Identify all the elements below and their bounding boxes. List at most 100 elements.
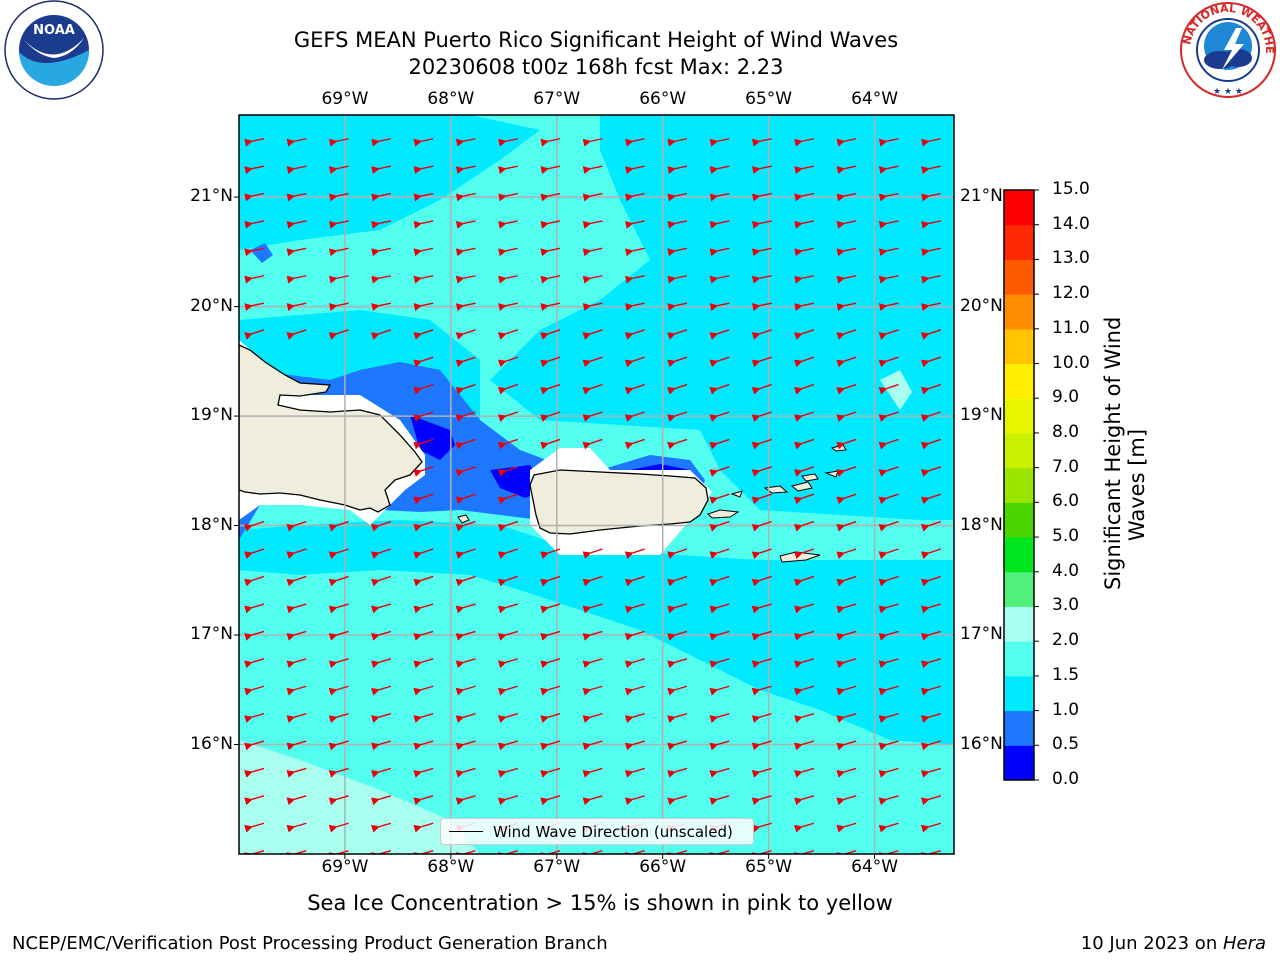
map-frame <box>238 114 955 855</box>
wind-wave-arrow <box>751 466 772 477</box>
wind-wave-arrow <box>497 520 519 532</box>
wind-wave-arrow <box>624 575 645 587</box>
wind-wave-arrow <box>286 603 307 614</box>
wind-wave-arrow <box>455 712 476 723</box>
wind-wave-arrow <box>413 383 434 395</box>
wind-wave-arrow <box>328 329 349 340</box>
wind-wave-arrow <box>328 740 349 751</box>
colorbar-tick-label: 7.0 <box>1052 456 1080 477</box>
wind-wave-arrow <box>794 220 815 229</box>
wind-wave-arrow <box>371 740 392 751</box>
wind-wave-arrow <box>497 740 518 751</box>
wind-wave-arrow <box>751 712 772 723</box>
wind-wave-arrow <box>498 138 518 147</box>
wind-wave-arrow <box>793 383 815 395</box>
wind-wave-arrow <box>497 712 518 723</box>
colorbar-segment <box>1004 537 1034 573</box>
wind-wave-arrow <box>455 411 476 423</box>
wind-wave-arrow <box>540 795 561 806</box>
wind-wave-arrow <box>667 685 688 696</box>
wind-wave-arrow <box>244 712 265 723</box>
wind-wave-arrow <box>667 548 688 560</box>
wind-wave-arrow <box>540 658 561 669</box>
lat-tick-label-left: 20°N <box>190 295 233 316</box>
colorbar-tick-label: 10.0 <box>1052 352 1090 373</box>
wind-wave-arrow <box>413 740 434 751</box>
wind-wave-arrow <box>667 329 688 340</box>
wind-wave-arrow <box>793 575 815 587</box>
colorbar-segment <box>1004 190 1034 226</box>
wind-wave-arrow <box>286 822 307 833</box>
wind-wave-arrow <box>921 247 941 257</box>
colorbar-segment <box>1004 745 1034 781</box>
wind-wave-arrow <box>836 740 857 751</box>
wind-wave-arrow <box>667 383 688 395</box>
wind-wave-arrow <box>286 302 307 311</box>
wind-wave-arrow <box>371 138 392 147</box>
wind-wave-arrow <box>878 822 899 833</box>
wind-wave-arrow <box>751 658 772 669</box>
lon-tick-label-bottom: 66°W <box>639 857 687 877</box>
lat-tick-label-left: 21°N <box>190 186 233 207</box>
wind-wave-arrow <box>455 795 476 806</box>
wind-wave-arrow <box>413 466 434 477</box>
wind-wave-arrow <box>498 165 518 174</box>
wind-wave-arrow <box>794 302 815 311</box>
wind-wave-arrow <box>413 548 434 560</box>
wind-wave-arrow <box>793 356 815 368</box>
wind-wave-arrow <box>371 712 392 723</box>
wind-wave-arrow <box>244 192 265 202</box>
wind-wave-arrow <box>497 548 519 560</box>
wind-wave-arrow <box>582 630 603 641</box>
wind-wave-arrow <box>878 247 899 257</box>
wind-wave-arrow <box>286 138 307 147</box>
wind-wave-arrow <box>667 302 688 311</box>
wind-wave-arrow <box>878 575 899 587</box>
wind-wave-arrow <box>920 520 942 532</box>
wind-wave-arrow <box>497 383 519 395</box>
wind-wave-arrow <box>709 275 730 284</box>
wind-wave-arrow <box>920 712 941 723</box>
wind-wave-arrow <box>751 411 772 423</box>
wind-wave-arrow <box>370 548 392 560</box>
wind-wave-arrow <box>498 192 518 202</box>
wind-wave-arrow <box>794 767 815 778</box>
wind-wave-arrow <box>244 520 265 532</box>
wind-wave-arrow <box>751 548 772 560</box>
wind-wave-arrow <box>836 247 857 257</box>
wind-wave-arrow <box>328 192 349 202</box>
wind-wave-arrow <box>540 220 561 229</box>
wind-wave-arrow <box>455 520 476 532</box>
wind-wave-arrow <box>625 138 645 147</box>
wind-wave-arrow <box>413 658 434 669</box>
wind-wave-arrow <box>540 192 561 202</box>
wind-wave-arrow <box>328 138 349 147</box>
wind-wave-arrow <box>370 520 392 532</box>
wind-wave-arrow <box>455 138 476 147</box>
wind-wave-arrow <box>540 603 561 614</box>
wind-wave-arrow <box>582 740 603 751</box>
wind-wave-arrow <box>751 767 772 778</box>
wind-wave-arrow <box>328 658 349 669</box>
wind-wave-arrow <box>751 329 772 340</box>
wind-wave-arrow <box>540 712 561 723</box>
wave-field-band-2-0-b <box>880 370 912 410</box>
wind-wave-arrow <box>878 520 899 532</box>
wind-wave-arrow <box>413 192 434 202</box>
wind-wave-arrow <box>582 220 603 229</box>
wind-wave-arrow <box>624 630 645 641</box>
wind-wave-arrow <box>244 630 265 641</box>
wind-wave-arrow <box>709 247 730 257</box>
wind-wave-arrow <box>244 575 265 587</box>
wind-wave-arrow <box>878 767 899 778</box>
noaa-logo: NOAA <box>2 0 106 104</box>
wind-wave-arrow <box>328 685 349 696</box>
land-hispaniola <box>239 344 423 513</box>
wind-wave-arrow <box>497 685 518 696</box>
lat-tick-label-right: 17°N <box>960 624 1003 645</box>
wind-wave-arrow <box>624 411 645 423</box>
wind-wave-arrow <box>878 658 899 669</box>
wind-wave-arrow <box>625 192 645 202</box>
wind-wave-arrow <box>878 466 899 477</box>
wind-wave-arrow <box>667 740 688 751</box>
